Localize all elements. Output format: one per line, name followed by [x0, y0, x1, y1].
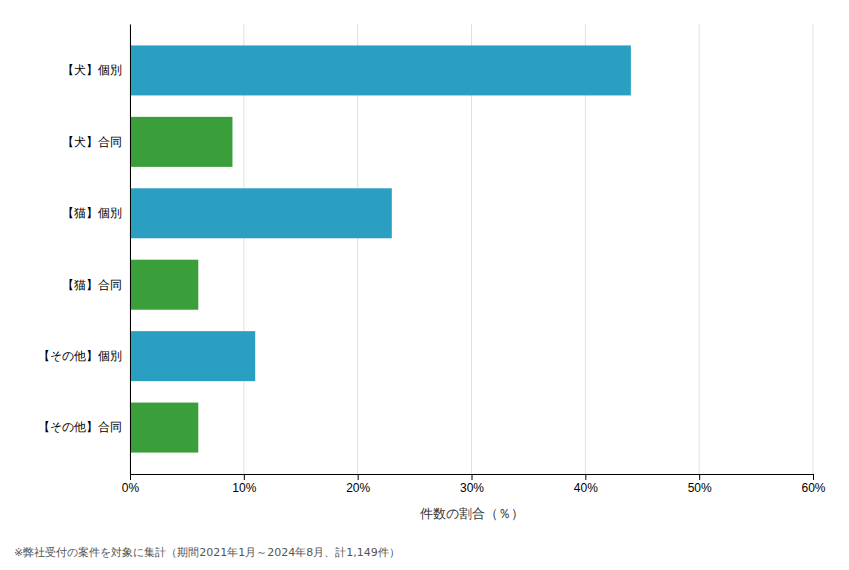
x-tick-mark: [699, 474, 700, 480]
y-tick-label: 【猫】合同: [62, 278, 122, 292]
y-tick: 【その他】合同: [38, 420, 122, 434]
y-tick-label: 【その他】個別: [38, 349, 122, 363]
bar: [130, 260, 198, 310]
x-tick: 30%: [460, 474, 484, 495]
y-tick: 【その他】個別: [38, 349, 122, 363]
x-tick: 10%: [232, 474, 256, 495]
x-tick-mark: [472, 474, 473, 480]
grid-line: [130, 24, 131, 474]
y-tick-label: 【犬】合同: [62, 135, 122, 149]
grid: [130, 24, 813, 474]
chart-container: 0%10%20%30%40%50%60%【その他】合同【その他】個別【猫】合同【…: [0, 0, 849, 570]
y-tick-label: 【猫】個別: [62, 206, 122, 220]
y-axis: 【その他】合同【その他】個別 【猫】合同 【猫】個別 【犬】合同 【犬】個別: [38, 25, 131, 475]
bars: [130, 45, 631, 452]
x-axis-line: [131, 475, 814, 481]
y-tick: 【犬】個別: [62, 63, 122, 77]
x-tick: 60%: [801, 474, 825, 495]
y-tick-label: 【犬】個別: [62, 63, 122, 77]
bar: [130, 331, 255, 381]
x-tick: 40%: [574, 474, 598, 495]
grid-line: [813, 24, 814, 474]
x-tick-label: 0%: [122, 481, 140, 495]
x-tick-label: 20%: [346, 481, 370, 495]
x-tick: 50%: [688, 474, 712, 495]
y-tick: 【猫】合同: [62, 278, 122, 292]
grid-line: [699, 24, 700, 474]
x-axis: 0% 10% 20% 30% 40% 50% 60%: [122, 474, 826, 495]
x-tick: 20%: [346, 474, 370, 495]
footnote: ※弊社受付の案件を対象に集計（期間2021年1月～2024年8月、計1,149件…: [14, 546, 400, 559]
y-axis-line: [130, 25, 131, 475]
x-tick-label: 30%: [460, 481, 484, 495]
x-tick-mark: [130, 474, 131, 480]
x-tick-mark: [585, 474, 586, 480]
x-tick: 0%: [122, 474, 140, 495]
y-tick: 【犬】合同: [62, 135, 122, 149]
chart-svg: 0%10%20%30%40%50%60%【その他】合同【その他】個別【猫】合同【…: [0, 0, 849, 570]
y-tick: 【猫】個別: [62, 206, 122, 220]
x-tick-mark: [244, 474, 245, 480]
x-tick-mark: [813, 474, 814, 480]
bar: [130, 188, 392, 238]
x-tick-label: 10%: [232, 481, 256, 495]
bar: [130, 403, 198, 453]
y-tick-label: 【その他】合同: [38, 420, 122, 434]
x-tick-mark: [358, 474, 359, 480]
plot-area: 0%10%20%30%40%50%60%【その他】合同【その他】個別【猫】合同【…: [38, 24, 826, 495]
bar: [130, 45, 631, 95]
x-tick-label: 60%: [801, 481, 825, 495]
x-tick-label: 40%: [574, 481, 598, 495]
x-tick-label: 50%: [688, 481, 712, 495]
bar: [130, 117, 232, 167]
x-axis-title: 件数の割合（％）: [420, 506, 524, 521]
